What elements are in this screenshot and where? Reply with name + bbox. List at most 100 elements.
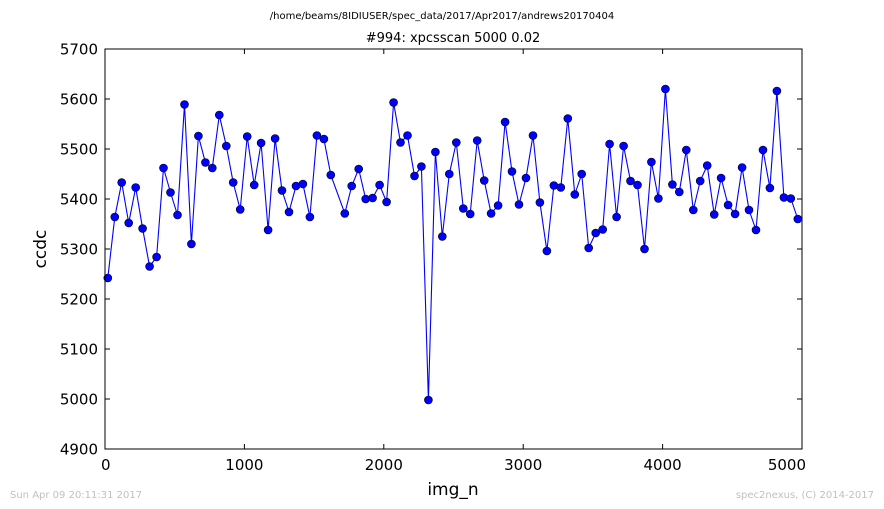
x-tick-label: 1000 [225,456,263,474]
data-point [577,169,587,179]
data-point [451,138,461,147]
data-point [417,162,426,171]
chart-title: #994: xpcsscan 5000 0.02 [366,31,541,46]
data-point [208,163,217,173]
y-tick-label: 5200 [60,291,98,309]
data-point [786,194,796,203]
data-point [716,173,726,183]
data-point [744,205,754,215]
data-point [500,117,510,127]
data-point [647,157,656,167]
data-point [737,163,747,172]
data-point [277,186,287,195]
data-point [403,131,412,140]
data-point [626,176,635,186]
points-layer [103,84,803,405]
data-point [542,246,552,256]
data-point [298,179,308,189]
y-tick-label: 5500 [60,141,98,159]
data-point [284,207,294,217]
x-tick-labels: 0 1000 2000 3000 4000 5000 [101,456,806,474]
data-point [117,178,126,187]
data-point [347,181,357,191]
data-point [270,134,280,143]
data-point [591,228,601,238]
x-tick-label: 0 [101,456,111,474]
data-point [159,163,168,173]
data-point [584,243,594,253]
data-point [166,188,175,197]
data-point [249,180,259,190]
data-point [751,225,761,235]
data-point [389,98,398,107]
x-tick-label: 5000 [768,456,806,474]
data-point [605,139,614,149]
data-point [723,200,733,210]
data-point [661,84,670,94]
data-point [695,176,705,186]
data-point [110,212,120,222]
data-point [340,209,350,218]
y-tick-label: 5100 [60,341,98,359]
y-tick-label: 4900 [60,441,98,459]
x-tick-label: 3000 [504,456,542,474]
data-point [765,183,775,193]
data-point [215,110,224,120]
footer-timestamp: Sun Apr 09 20:11:31 2017 [10,490,142,501]
y-axis-label: ccdc [31,230,51,269]
data-point [173,210,182,220]
plot-area [103,48,803,450]
data-point [312,131,322,140]
data-point [305,212,315,222]
data-point [444,169,454,179]
data-point [431,147,440,157]
data-point [688,205,698,215]
data-point [674,187,684,197]
data-point [228,178,238,187]
data-point [640,244,649,254]
data-point [354,164,364,174]
data-point [514,200,524,209]
data-point [368,193,377,203]
data-point [535,198,545,207]
chart-suptitle: /home/beams/8IDIUSER/spec_data/2017/Apr2… [270,11,614,22]
data-point [598,225,608,234]
data-point [103,273,113,283]
series-line [107,88,799,401]
data-point [654,194,663,203]
data-point [396,138,405,147]
ticks-layer [104,48,803,450]
data-point [410,171,419,181]
data-point [326,170,336,180]
x-tick-label: 4000 [644,456,682,474]
data-point [758,145,768,155]
data-point [465,209,475,219]
x-tick-label: 2000 [365,456,403,474]
data-point [124,218,133,228]
data-point [201,158,210,167]
data-point [424,395,433,405]
data-point [493,201,503,210]
data-point [138,224,147,233]
y-tick-label: 5000 [60,391,98,409]
data-point [319,134,329,144]
data-point [702,161,712,170]
data-point [375,180,384,190]
data-point [180,100,189,109]
data-point [458,204,468,213]
data-point [235,205,245,214]
plot-frame [104,48,803,450]
data-point [521,173,531,183]
y-tick-labels: 4900 5000 5100 5200 5300 5400 5500 5600 5700 [60,41,98,459]
data-point [479,176,489,185]
data-point [222,141,231,151]
data-point [563,114,573,123]
y-tick-label: 5300 [60,241,98,259]
data-point [570,190,580,199]
data-point [256,138,266,148]
data-point [486,209,496,218]
data-point [382,197,391,207]
data-point [793,214,803,224]
data-point [668,180,677,189]
